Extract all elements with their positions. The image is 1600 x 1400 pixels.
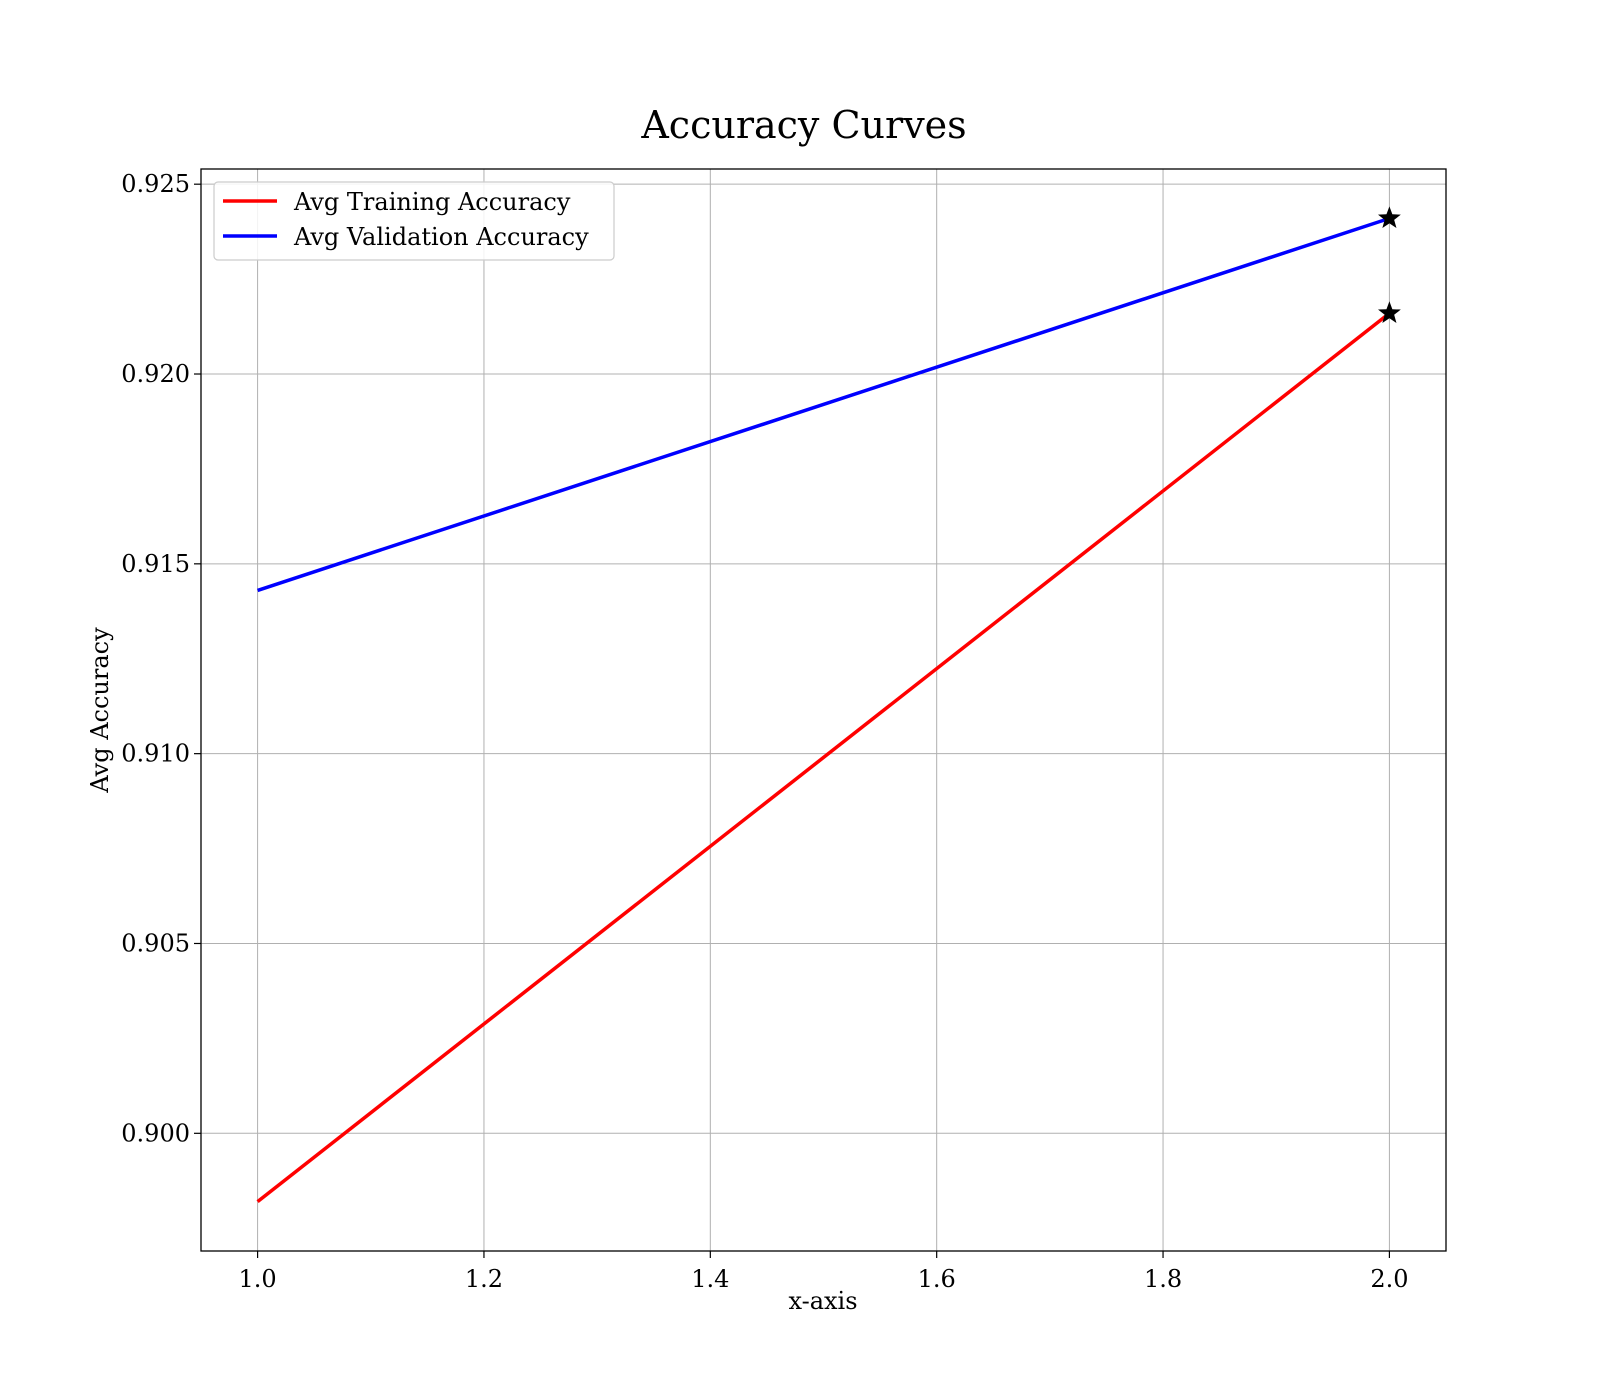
y-axis-ticks: 0.900 0.905 0.910 0.915 0.920 0.925 [121,170,201,1147]
x-axis-title: x-axis [788,1287,857,1315]
best-markers [1378,206,1401,323]
series-line-validation [257,216,1390,593]
y-tick-label: 0.910 [121,740,190,768]
y-tick-label: 0.915 [121,550,190,578]
series-line-training [256,311,1391,1204]
x-tick-label: 1.4 [691,1265,729,1293]
y-tick-label: 0.900 [121,1119,190,1147]
plot-area-frame [200,168,1447,1252]
x-tick-label: 1.2 [465,1265,503,1293]
x-tick-label: 1.0 [239,1265,277,1293]
best-star-marker-validation [1378,206,1401,229]
y-tick-label: 0.905 [121,929,190,957]
x-tick-label: 1.8 [1144,1265,1182,1293]
series-lines [256,216,1391,1204]
y-tick-label: 0.925 [121,170,190,198]
legend-label-training: Avg Training Accuracy [293,188,571,216]
x-tick-label: 1.6 [918,1265,956,1293]
best-star-marker-training [1378,301,1401,323]
y-tick-label: 0.920 [121,360,190,388]
legend-box [213,181,615,261]
legend: Avg Training Accuracy Avg Validation Acc… [213,181,615,261]
x-axis-ticks: 1.0 1.2 1.4 1.6 1.8 2.0 [239,1251,1408,1293]
legend-label-validation: Avg Validation Accuracy [293,223,589,251]
grid-lines [201,169,1446,1251]
x-tick-label: 2.0 [1370,1265,1408,1293]
y-axis-title: Avg Accuracy [86,627,114,794]
chart-title: Accuracy Curves [640,103,966,147]
